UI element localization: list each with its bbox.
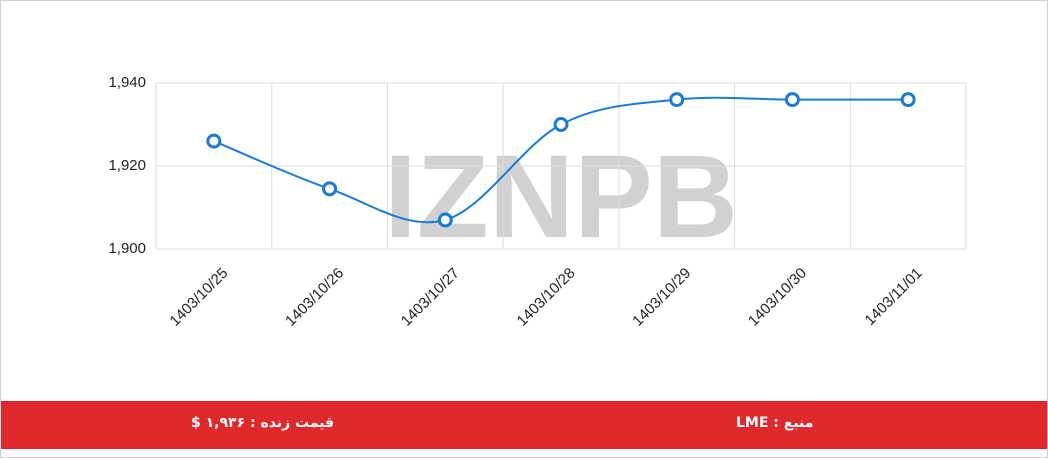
y-tick-label: 1,920 — [108, 157, 146, 174]
data-point — [553, 117, 569, 132]
data-point — [784, 92, 800, 108]
x-tick-label: 1403/10/27 — [398, 265, 463, 330]
x-tick-label: 1403/10/28 — [514, 265, 579, 330]
live-price: قیمت زنده : ۱,۹۳۶ $ — [191, 415, 335, 431]
watermark: IZNPB — [384, 131, 738, 263]
footer-bar: منبع : LME قیمت زنده : ۱,۹۳۶ $ — [1, 401, 1047, 449]
x-tick-label: 1403/10/26 — [282, 265, 347, 330]
chart: IZNPB 1,900 1,920 1,940 1403/10/25 1403/10/2… — [108, 74, 967, 330]
y-tick-label: 1,900 — [108, 240, 146, 257]
x-tick-label: 1403/10/30 — [745, 265, 810, 330]
source-label: منبع : LME — [736, 415, 814, 431]
data-point — [437, 212, 453, 228]
data-point — [900, 92, 916, 108]
data-point — [206, 133, 222, 149]
data-point — [669, 92, 685, 108]
x-tick-label: 1403/10/25 — [166, 265, 231, 330]
x-tick-label: 1403/10/29 — [629, 265, 694, 330]
data-point — [322, 181, 338, 197]
y-tick-label: 1,940 — [108, 74, 146, 91]
x-tick-label: 1403/11/01 — [861, 265, 925, 329]
